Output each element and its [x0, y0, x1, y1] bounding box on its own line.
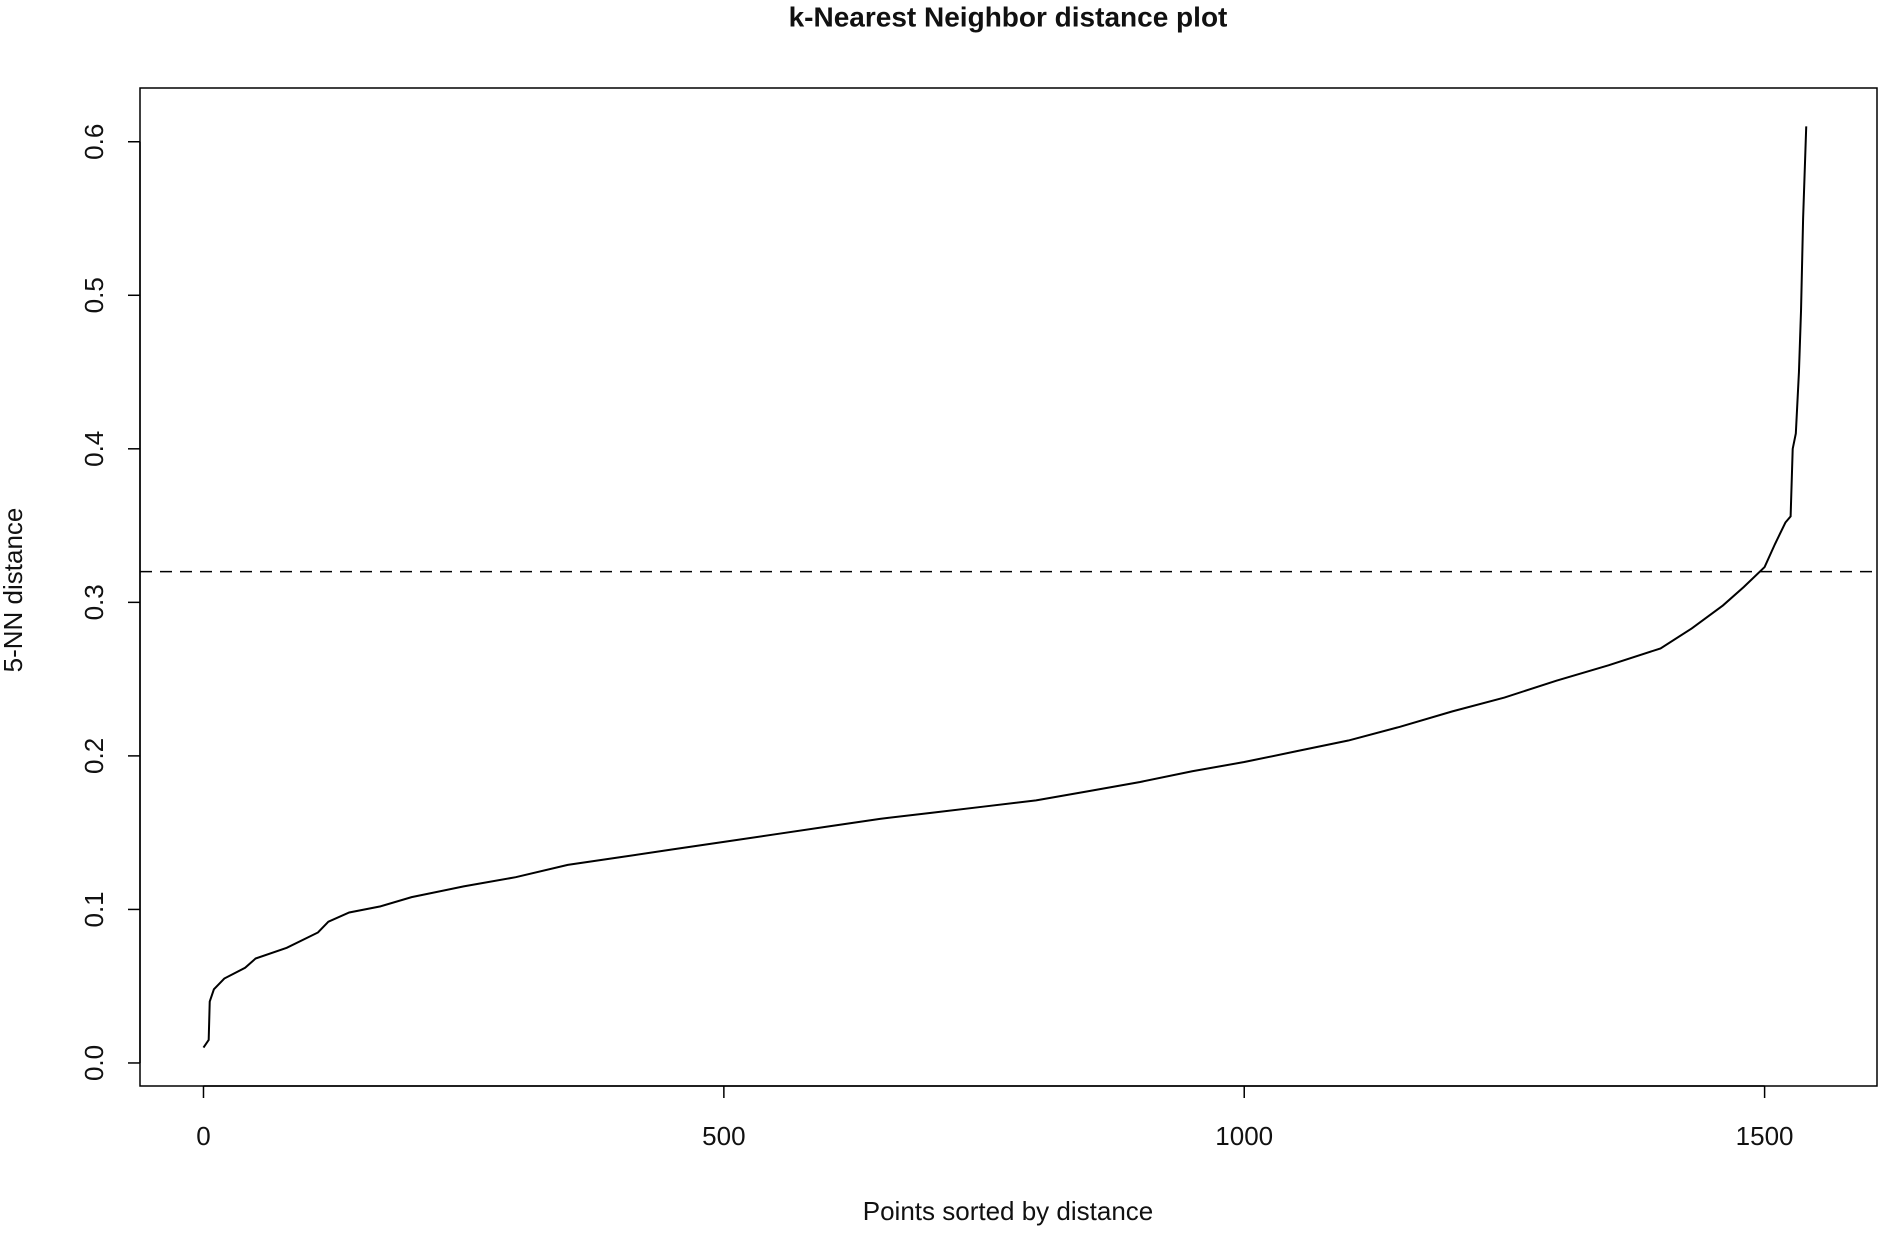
y-tick-label: 0.1 [79, 891, 109, 927]
y-axis-label: 5-NN distance [0, 508, 28, 673]
y-tick-label: 0.6 [79, 124, 109, 160]
x-tick-label: 1500 [1736, 1121, 1794, 1151]
x-tick-label: 0 [196, 1121, 210, 1151]
y-tick-label: 0.4 [79, 431, 109, 467]
y-tick-label: 0.5 [79, 277, 109, 313]
data-line [202, 126, 1808, 1049]
chart-title: k-Nearest Neighbor distance plot [789, 1, 1228, 32]
y-tick-label: 0.3 [79, 584, 109, 620]
x-tick-label: 1000 [1215, 1121, 1273, 1151]
x-tick-label: 500 [702, 1121, 745, 1151]
x-axis-label: Points sorted by distance [863, 1196, 1154, 1226]
y-tick-label: 0.2 [79, 738, 109, 774]
plot-frame [139, 87, 1878, 1087]
y-tick-label: 0.0 [79, 1045, 109, 1081]
